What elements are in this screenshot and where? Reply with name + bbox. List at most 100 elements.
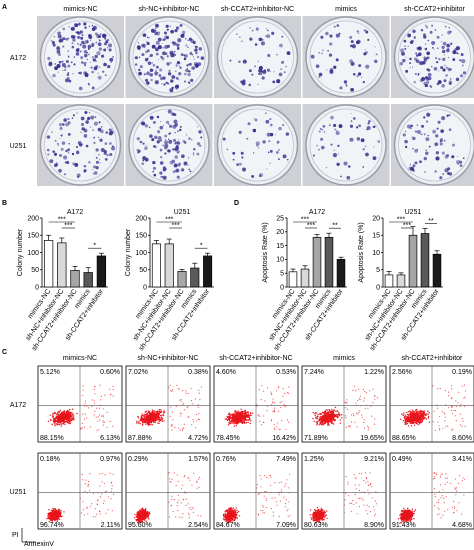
event-dot: [411, 412, 414, 414]
colony-dot: [320, 137, 324, 141]
colony-dot: [198, 130, 202, 134]
chart-title: A172: [309, 209, 325, 216]
colony-dot: [457, 156, 459, 158]
event-dot: [432, 385, 434, 387]
event-dot: [147, 515, 149, 517]
colony-dot: [406, 124, 412, 129]
colony-dot: [258, 68, 263, 73]
colony-dot: [448, 26, 450, 29]
event-dot: [276, 390, 278, 392]
event-dot: [327, 420, 329, 422]
colony-dot: [164, 45, 169, 49]
colony-dot: [404, 139, 408, 144]
event-dot: [444, 420, 446, 422]
event-dot: [438, 425, 440, 427]
event-dot: [345, 426, 347, 428]
colony-dot: [363, 29, 365, 32]
colony-dot: [93, 171, 98, 175]
event-dot: [171, 495, 173, 497]
event-dot: [141, 514, 143, 516]
colony-dot: [106, 154, 109, 157]
event-dot: [330, 410, 332, 413]
colony-dot: [318, 52, 320, 54]
event-dot: [171, 390, 173, 393]
colony-dot: [362, 80, 365, 84]
colony-dot: [159, 125, 164, 130]
colony-dot: [191, 66, 196, 71]
event-dot: [418, 422, 420, 424]
colony-dot: [176, 46, 180, 50]
colony-dot: [104, 157, 108, 161]
event-dot: [64, 417, 66, 419]
colony-dot: [421, 76, 426, 82]
colony-dot: [144, 146, 148, 151]
colony-dot: [87, 116, 91, 120]
colony-dot: [157, 37, 162, 42]
event-dot: [420, 421, 422, 424]
colony-dot: [327, 50, 329, 52]
event-dot: [411, 422, 413, 425]
event-dot: [415, 422, 417, 424]
event-dot: [144, 510, 147, 512]
event-dot: [278, 428, 280, 430]
event-dot: [346, 399, 348, 401]
event-dot: [99, 485, 101, 487]
colony-dot: [58, 153, 63, 158]
event-dot: [319, 415, 322, 418]
event-dot: [144, 514, 146, 516]
colony-dot: [68, 79, 72, 83]
dish-inner: [221, 20, 294, 94]
event-dot: [338, 415, 341, 417]
colony-dot: [329, 34, 333, 38]
event-dot: [142, 516, 144, 518]
colony-dot: [104, 142, 108, 145]
colony-dot: [156, 115, 160, 119]
colony-dot: [80, 116, 85, 121]
event-dot: [246, 416, 248, 418]
event-dot: [321, 419, 323, 421]
colony-dot: [94, 116, 97, 118]
event-dot: [84, 426, 86, 428]
colony-dot: [80, 36, 84, 40]
colony-dot: [185, 68, 189, 73]
event-dot: [186, 407, 188, 409]
event-dot: [52, 516, 54, 518]
colony-dot: [160, 156, 163, 159]
event-dot: [198, 389, 200, 391]
event-dot: [316, 417, 318, 420]
colony-dot: [179, 125, 182, 128]
colony-dot: [181, 30, 186, 35]
event-dot: [231, 520, 233, 522]
colony-dot: [439, 140, 442, 143]
event-dot: [136, 422, 138, 424]
colony-dot: [448, 82, 452, 85]
colony-dot: [248, 83, 252, 87]
colony-dot: [278, 72, 283, 77]
event-dot: [155, 412, 158, 414]
colony-dot: [416, 129, 421, 134]
event-dot: [225, 514, 227, 516]
event-dot: [336, 414, 338, 416]
event-dot: [137, 417, 140, 419]
colony-dot: [177, 163, 181, 167]
colony-dot: [141, 162, 145, 165]
event-dot: [437, 421, 439, 423]
colony-dot: [222, 137, 226, 141]
event-dot: [99, 473, 101, 475]
event-dot: [103, 421, 105, 423]
event-dot: [185, 392, 187, 394]
event-dot: [177, 480, 179, 483]
colony-dot: [329, 42, 333, 46]
event-dot: [69, 415, 71, 417]
colony-dot: [83, 62, 87, 65]
colony-dot: [141, 53, 145, 57]
colony-dot: [147, 61, 152, 66]
event-dot: [322, 418, 324, 421]
event-dot: [171, 478, 173, 480]
colony-dot: [150, 28, 155, 33]
colony-dot: [254, 43, 258, 46]
colony-dot: [167, 72, 172, 76]
colony-dot: [241, 156, 244, 159]
event-dot: [55, 423, 58, 425]
event-dot: [54, 516, 56, 518]
